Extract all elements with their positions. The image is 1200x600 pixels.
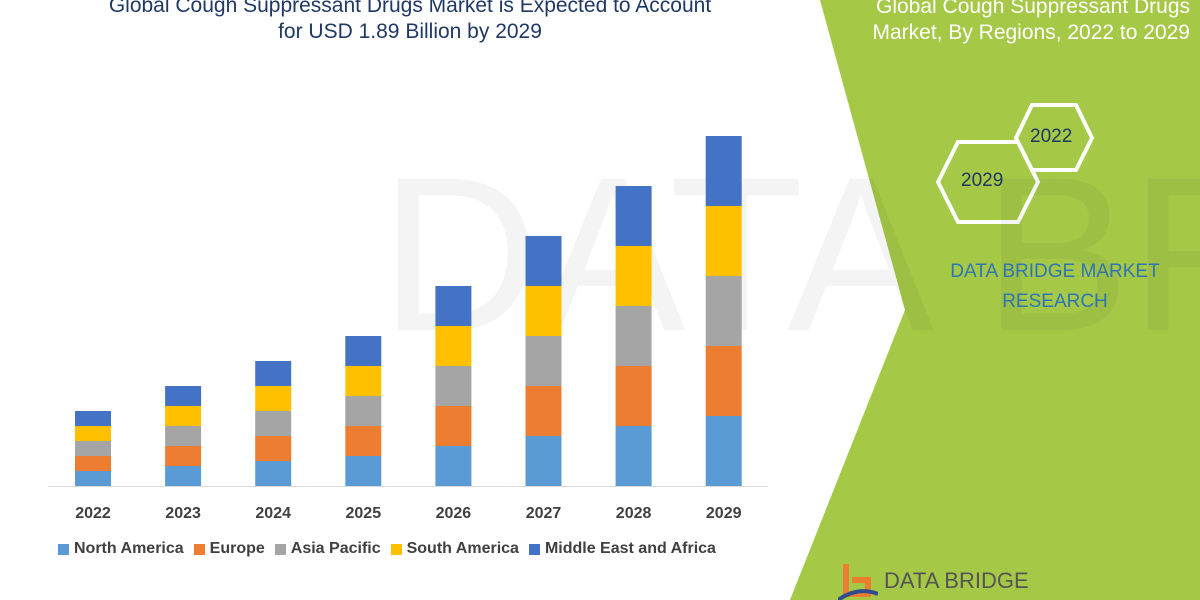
bar-segment-south-america-2027: [525, 286, 562, 336]
x-tick-label: 2029: [706, 505, 742, 522]
panel-title: Global Cough Suppressant Drugs Market, B…: [830, 0, 1190, 46]
x-tick-label: 2027: [526, 505, 562, 522]
bar-segment-middle-east-and-africa-2026: [435, 286, 472, 326]
legend-label: Middle East and Africa: [544, 540, 716, 557]
bar-segment-south-america-2023: [165, 406, 202, 426]
bar-segment-asia-pacific-2024: [255, 411, 292, 436]
legend-label: North America: [74, 540, 184, 557]
legend-swatch: [528, 543, 540, 555]
legend: North America Europe Asia Pacific South Ame…: [58, 540, 716, 558]
legend-item: South America: [390, 540, 519, 558]
bar-segment-middle-east-and-africa-2023: [165, 386, 202, 406]
legend-label: Asia Pacific: [290, 540, 381, 557]
hex-label-2022: 2022: [1030, 126, 1073, 147]
bar-segment-europe-2029: [705, 346, 742, 416]
title-line-1: Global Cough Suppressant Drugs Market is…: [108, 0, 712, 17]
chart-title: Global Cough Suppressant Drugs Market is…: [40, 0, 780, 45]
stacked-bar-chart: 2022 2023 2024 2025 2026 2027 2028 2029: [48, 136, 768, 522]
panel-title-line-1: Global Cough Suppressant Drugs: [875, 0, 1190, 18]
bar-segment-europe-2024: [255, 436, 292, 461]
legend-swatch: [58, 543, 69, 555]
bar-segment-middle-east-and-africa-2024: [255, 361, 292, 386]
bar-segment-asia-pacific-2025: [345, 396, 382, 426]
bar-segment-europe-2028: [615, 366, 652, 426]
bar-segment-asia-pacific-2029: [705, 276, 742, 346]
bar-segment-south-america-2029: [705, 206, 742, 276]
bar-segment-south-america-2025: [345, 366, 382, 396]
brand-text: DATA BRIDGE MARKET RESEARCH: [915, 257, 1195, 317]
legend-swatch: [390, 543, 402, 555]
legend-label: Europe: [209, 540, 265, 557]
x-tick-label: 2025: [346, 505, 382, 522]
bar-segment-europe-2023: [165, 446, 202, 466]
bar-segment-north-america-2023: [165, 466, 202, 486]
green-panel: [790, 0, 1200, 600]
bar-segment-europe-2025: [345, 426, 382, 456]
x-tick-label: 2022: [75, 505, 111, 522]
legend-item: Asia Pacific: [274, 540, 381, 558]
bar-segment-europe-2026: [435, 406, 472, 446]
bar-segment-asia-pacific-2022: [75, 441, 111, 456]
legend-item: Europe: [193, 540, 265, 558]
logo: DATA BRIDGE: [838, 562, 1029, 600]
bar-segment-middle-east-and-africa-2029: [705, 136, 742, 206]
bar-segment-north-america-2029: [705, 416, 742, 486]
x-tick-label: 2028: [616, 505, 652, 522]
x-tick-label: 2023: [165, 505, 201, 522]
bar-segment-asia-pacific-2023: [165, 426, 202, 446]
logo-icon: [838, 564, 878, 600]
bar-segment-europe-2027: [525, 386, 562, 436]
x-tick-label: 2024: [255, 505, 291, 522]
brand-line-2: RESEARCH: [1002, 291, 1108, 312]
bar-segment-asia-pacific-2026: [435, 366, 472, 406]
x-tick-label: 2026: [436, 505, 472, 522]
bar-segment-north-america-2027: [525, 436, 562, 486]
legend-label: South America: [406, 540, 519, 557]
bar-segment-asia-pacific-2027: [525, 336, 562, 386]
title-line-2: for USD 1.89 Billion by 2029: [278, 20, 542, 43]
logo-text: DATA BRIDGE: [884, 568, 1029, 593]
bar-segment-middle-east-and-africa-2028: [615, 186, 652, 246]
watermark: DATA BRIDGE: [380, 131, 1200, 377]
brand-line-1: DATA BRIDGE MARKET: [950, 261, 1160, 282]
bar-segment-middle-east-and-africa-2022: [75, 411, 111, 426]
bar-segment-north-america-2025: [345, 456, 382, 486]
bar-segment-south-america-2024: [255, 386, 292, 411]
bar-segment-south-america-2026: [435, 326, 472, 366]
bar-segment-middle-east-and-africa-2025: [345, 336, 382, 366]
bar-segment-south-america-2022: [75, 426, 111, 441]
bar-segment-north-america-2022: [75, 471, 111, 486]
hexagon-back: [1013, 103, 1095, 172]
bar-segment-asia-pacific-2028: [615, 306, 652, 366]
hexagon-front: [935, 140, 1041, 224]
bar-segment-south-america-2028: [615, 246, 652, 306]
bar-segment-north-america-2024: [255, 461, 292, 486]
legend-swatch: [193, 543, 205, 555]
bar-segment-europe-2022: [75, 456, 111, 471]
hex-label-2029: 2029: [961, 170, 1004, 191]
legend-swatch: [274, 543, 286, 555]
bar-segment-north-america-2026: [435, 446, 472, 486]
bar-segment-north-america-2028: [615, 426, 652, 486]
panel-title-line-2: Market, By Regions, 2022 to 2029: [872, 21, 1190, 44]
legend-item: Middle East and Africa: [528, 540, 716, 558]
bar-segment-middle-east-and-africa-2027: [525, 236, 562, 286]
legend-item: North America: [58, 540, 184, 558]
